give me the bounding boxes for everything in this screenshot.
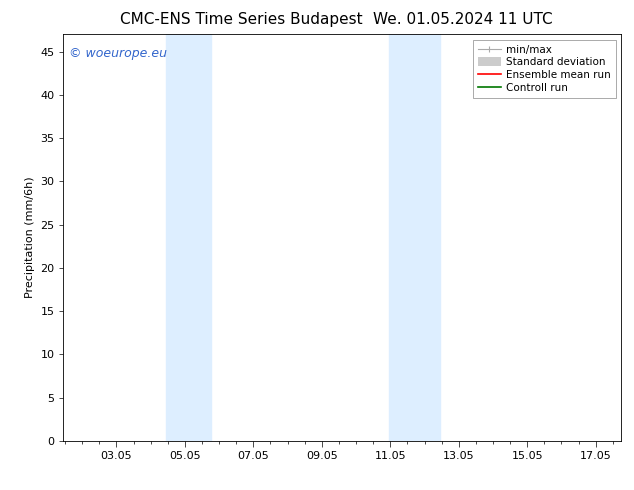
Text: CMC-ENS Time Series Budapest: CMC-ENS Time Series Budapest xyxy=(120,12,362,27)
Text: We. 01.05.2024 11 UTC: We. 01.05.2024 11 UTC xyxy=(373,12,553,27)
Bar xyxy=(389,34,440,441)
Text: © woeurope.eu: © woeurope.eu xyxy=(69,47,167,59)
Legend: min/max, Standard deviation, Ensemble mean run, Controll run: min/max, Standard deviation, Ensemble me… xyxy=(473,40,616,98)
Y-axis label: Precipitation (mm/6h): Precipitation (mm/6h) xyxy=(25,177,35,298)
Bar xyxy=(166,34,210,441)
